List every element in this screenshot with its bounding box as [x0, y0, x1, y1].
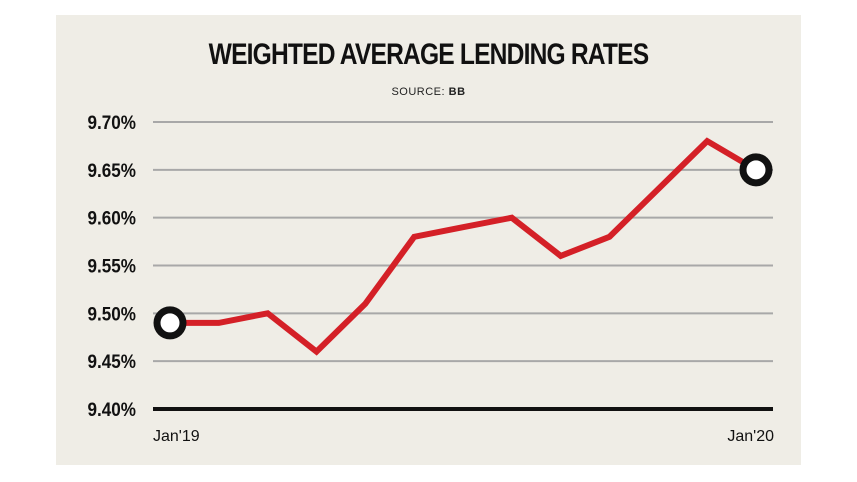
chart-source: SOURCE: BB [0, 86, 857, 98]
chart-title: WEIGHTED AVERAGE LENDING RATES [208, 38, 649, 71]
y-tick-label: 9.45% [88, 351, 136, 372]
chart-panel [56, 15, 801, 465]
series-line [170, 137, 758, 356]
end-point-marker [739, 153, 773, 187]
source-label: SOURCE: [391, 86, 446, 98]
y-tick-label: 9.65% [88, 160, 136, 181]
y-tick-label: 9.60% [88, 208, 136, 229]
y-tick-label: 9.70% [88, 112, 136, 133]
x-label-end: Jan'20 [727, 428, 774, 445]
start-point-marker [153, 306, 187, 340]
y-tick-label: 9.50% [88, 304, 136, 325]
source-value: BB [448, 86, 466, 98]
x-label-start: Jan'19 [153, 428, 200, 445]
y-tick-label: 9.40% [88, 399, 136, 420]
y-tick-label: 9.55% [88, 256, 136, 277]
